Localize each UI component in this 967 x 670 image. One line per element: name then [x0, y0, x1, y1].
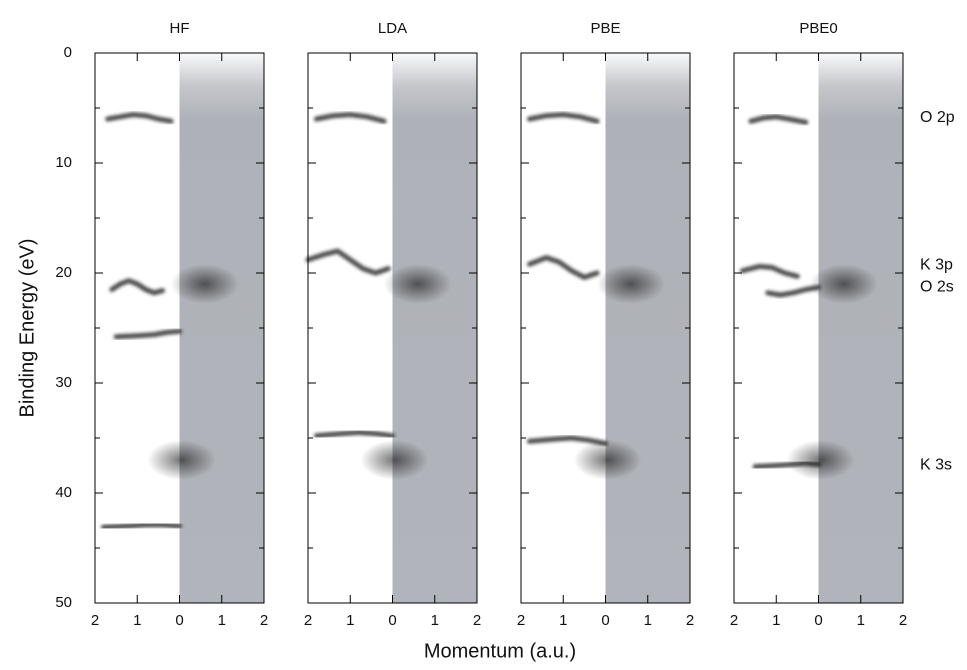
theory-band: [739, 263, 800, 279]
x-tick-label: 2: [304, 612, 312, 629]
y-tick-label: 50: [55, 594, 72, 611]
panel: PBE 2 1 0 1 2: [517, 20, 694, 629]
x-tick-label: 1: [857, 612, 865, 629]
theory-band: [526, 435, 608, 446]
x-tick-label: 2: [730, 612, 738, 629]
band-annotation: K 3p: [920, 257, 953, 274]
panel: PBE0 2 1 0 1 2 O 2p K 3p O 2s K 3s: [730, 20, 955, 629]
x-tick-label: 2: [899, 612, 907, 629]
panel: LDA 2 1 0 1 2: [304, 20, 481, 629]
x-tick-label: 1: [431, 612, 439, 629]
theory-band: [105, 112, 174, 124]
theory-band: [113, 328, 182, 340]
theory-band: [526, 112, 600, 124]
experiment-peak: [383, 264, 452, 304]
panel-title: PBE: [590, 20, 620, 37]
panel-title: LDA: [378, 20, 407, 37]
experiment-peak: [809, 264, 878, 304]
x-tick-label: 2: [686, 612, 694, 629]
theory-band: [752, 460, 821, 470]
theory-band: [305, 248, 391, 276]
x-tick-label: 1: [133, 612, 141, 629]
experiment-peak: [170, 264, 239, 304]
x-tick-label: 0: [601, 612, 609, 629]
theory-band: [765, 284, 821, 298]
x-axis-label: Momentum (a.u.): [424, 640, 576, 662]
x-tick-label: 2: [517, 612, 525, 629]
band-annotation: O 2s: [920, 279, 954, 296]
experiment-area: [392, 53, 477, 603]
x-tick-label: 2: [260, 612, 268, 629]
experiment-peak: [360, 440, 429, 480]
x-tick-label: 1: [772, 612, 780, 629]
x-tick-label: 1: [218, 612, 226, 629]
experiment-area: [818, 53, 903, 603]
panel-title: HF: [170, 20, 190, 37]
experiment-peak: [573, 440, 642, 480]
band-annotation: O 2p: [920, 109, 955, 126]
theory-band: [748, 114, 809, 125]
experiment-peak: [147, 440, 216, 480]
experiment-area: [179, 53, 264, 603]
x-tick-label: 2: [91, 612, 99, 629]
theory-band: [313, 430, 395, 439]
experiment-peak: [596, 264, 665, 304]
x-tick-label: 0: [175, 612, 183, 629]
y-tick-label: 40: [55, 484, 72, 501]
x-tick-label: 2: [473, 612, 481, 629]
experiment-area: [605, 53, 690, 603]
x-tick-label: 0: [388, 612, 396, 629]
y-axis-label: Binding Energy (eV): [16, 239, 38, 418]
x-tick-label: 1: [346, 612, 354, 629]
theory-band: [109, 278, 166, 296]
x-tick-label: 0: [814, 612, 822, 629]
x-tick-label: 1: [559, 612, 567, 629]
experiment-peak: [786, 440, 855, 480]
y-tick-label: 10: [55, 154, 72, 171]
y-tick-label: 0: [64, 44, 72, 61]
y-tick-label: 30: [55, 374, 72, 391]
y-tick-label: 20: [55, 264, 72, 281]
x-tick-label: 1: [644, 612, 652, 629]
band-annotation: K 3s: [920, 457, 952, 474]
theory-band: [100, 522, 182, 530]
panel-title: PBE0: [799, 20, 837, 37]
theory-band: [526, 255, 600, 280]
theory-band: [313, 112, 387, 124]
